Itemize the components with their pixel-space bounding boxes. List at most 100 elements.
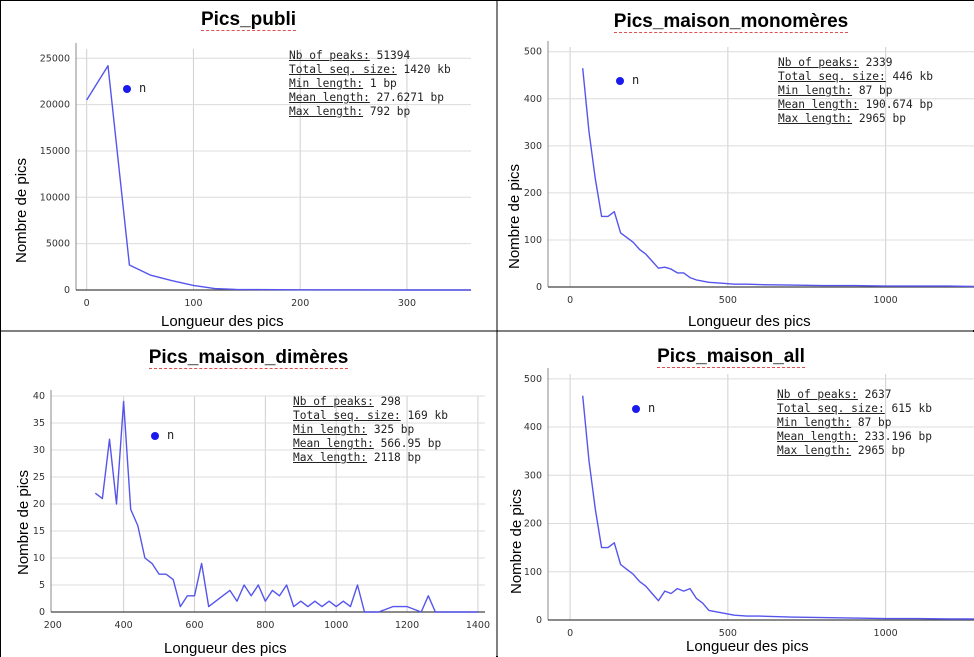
stat-nb-peaks: Nb of peaks: 298: [293, 395, 401, 408]
y-tick-label: 0: [536, 615, 542, 626]
stat-total-size: Total seq. size: 169 kb: [293, 409, 448, 422]
stat-total-size: Total seq. size: 1420 kb: [289, 63, 451, 76]
x-tick-label: 400: [115, 620, 133, 631]
legend-label: n: [167, 428, 175, 442]
stat-min-length: Min length: 87 bp: [778, 84, 893, 97]
chart-title: Pics_maison_dimères: [148, 347, 349, 369]
stat-min-length: Min length: 325 bp: [293, 423, 415, 436]
y-tick-label: 20000: [40, 100, 70, 111]
x-tick-label: 300: [398, 298, 416, 309]
y-axis-label: Nombre de pics: [506, 163, 523, 269]
x-tick-label: 1200: [395, 620, 419, 631]
y-tick-label: 15000: [40, 146, 70, 157]
chart-panel-pics-maison-all: Pics_maison_all 0 100 200 300 400 500 0 500 1000…: [498, 332, 974, 657]
stat-min-length: Min length: 1 bp: [289, 77, 397, 90]
chart-legend: n: [123, 81, 146, 95]
series-line: [86, 64, 471, 291]
legend-marker: [151, 431, 159, 440]
stat-min-length: Min length: 87 bp: [777, 416, 892, 429]
y-tick-label: 35: [33, 418, 45, 429]
chart-panel-pics-maison-monomeres: Pics_maison_monomères 0 100 200 300 400 500 0 5…: [498, 1, 974, 330]
x-tick-label: 800: [256, 620, 274, 631]
chart-plot-area: 0 5 10 15 20 25 30 35 40 200 400 600 800 1000 1200 1400: [33, 390, 490, 631]
x-tick-label: 0: [567, 628, 573, 639]
x-tick-label: 600: [185, 620, 203, 631]
legend-marker: [123, 84, 131, 93]
stat-max-length: Max length: 792 bp: [289, 105, 411, 118]
x-tick-label: 100: [184, 298, 202, 309]
stat-total-size: Total seq. size: 446 kb: [778, 70, 933, 83]
x-tick-label: 500: [719, 295, 737, 306]
legend-marker: [632, 404, 640, 413]
y-tick-label: 500: [524, 47, 542, 58]
x-tick-label: 0: [84, 298, 90, 309]
legend-label: n: [648, 401, 656, 415]
y-tick-label: 10: [33, 553, 45, 564]
y-tick-label: 15: [33, 526, 45, 537]
y-tick-label: 300: [524, 141, 542, 152]
legend-label: n: [632, 73, 640, 87]
x-tick-label: 1000: [874, 628, 898, 639]
legend-label: n: [139, 81, 147, 95]
x-axis-label: Longueur des pics: [688, 313, 811, 330]
y-tick-label: 200: [524, 188, 542, 199]
stats-box: Nb of peaks: 51394 Total seq. size: 1420…: [289, 49, 451, 119]
chart-plot-area: 0 5000 10000 15000 20000 25000 0 100 200 300: [40, 43, 471, 309]
chart-panel-pics-maison-dimeres: Pics_maison_dimères 0 5 10 15 20 25 30 35 40 200 4…: [1, 332, 496, 657]
stats-box: Nb of peaks: 2339 Total seq. size: 446 k…: [778, 56, 933, 126]
series-line: [582, 395, 974, 620]
y-tick-label: 40: [33, 391, 45, 402]
y-tick-label: 200: [524, 519, 542, 530]
stats-box: Nb of peaks: 298 Total seq. size: 169 kb…: [293, 395, 448, 465]
stat-mean-length: Mean length: 190.674 bp: [778, 98, 933, 111]
stat-mean-length: Mean length: 566.95 bp: [293, 437, 442, 450]
y-tick-label: 0: [39, 607, 45, 618]
chart-plot-area: 0 100 200 300 400 500 0 500 1000: [524, 41, 974, 306]
y-tick-label: 300: [524, 470, 542, 481]
stat-mean-length: Mean length: 27.6271 bp: [289, 91, 444, 104]
stat-max-length: Max length: 2965 bp: [778, 112, 906, 125]
legend-marker: [616, 76, 624, 85]
chart-title: Pics_maison_monomères: [613, 11, 849, 33]
x-axis-label: Longueur des pics: [164, 640, 287, 657]
chart-title: Pics_maison_all: [657, 346, 805, 368]
chart-panel-pics-publi: Pics_publi 0 5000 10000 15000 20000 25000 0 100…: [1, 1, 496, 330]
series-line: [582, 68, 974, 288]
y-tick-label: 0: [536, 282, 542, 293]
x-tick-label: 200: [44, 620, 62, 631]
y-tick-label: 5000: [46, 239, 70, 250]
stat-max-length: Max length: 2118 bp: [293, 451, 421, 464]
x-tick-label: 500: [719, 628, 737, 639]
x-tick-label: 1000: [874, 295, 898, 306]
x-tick-label: 1000: [324, 620, 348, 631]
chart-legend: n: [616, 73, 639, 87]
x-axis-label: Longueur des pics: [161, 313, 284, 330]
y-axis-label: Nombre de pics: [15, 469, 32, 575]
chart-plot-area: 0 100 200 300 400 500 0 500 1000: [524, 368, 974, 639]
y-axis-label: Nombre de pics: [13, 157, 30, 263]
y-tick-label: 30: [33, 445, 45, 456]
chart-title: Pics_publi: [200, 9, 297, 31]
stat-total-size: Total seq. size: 615 kb: [777, 402, 932, 415]
series-line: [94, 400, 478, 613]
y-tick-label: 5: [39, 580, 45, 591]
y-tick-label: 100: [524, 567, 542, 578]
x-tick-label: 1400: [466, 620, 490, 631]
y-tick-label: 10000: [40, 192, 70, 203]
y-axis-label: Nombre de pics: [508, 488, 525, 594]
y-tick-label: 400: [524, 422, 542, 433]
x-tick-label: 200: [291, 298, 309, 309]
chart-legend: n: [632, 401, 655, 415]
x-axis-label: Longueur des pics: [686, 638, 809, 655]
stat-nb-peaks: Nb of peaks: 2339: [778, 56, 893, 69]
y-tick-label: 0: [64, 285, 70, 296]
stats-box: Nb of peaks: 2637 Total seq. size: 615 k…: [777, 388, 932, 458]
x-tick-label: 0: [567, 295, 573, 306]
stat-nb-peaks: Nb of peaks: 51394: [289, 49, 411, 62]
stat-max-length: Max length: 2965 bp: [777, 444, 905, 457]
y-tick-label: 400: [524, 94, 542, 105]
stat-mean-length: Mean length: 233.196 bp: [777, 430, 932, 443]
y-tick-label: 500: [524, 374, 542, 385]
chart-legend: n: [151, 428, 174, 442]
y-tick-label: 100: [524, 235, 542, 246]
